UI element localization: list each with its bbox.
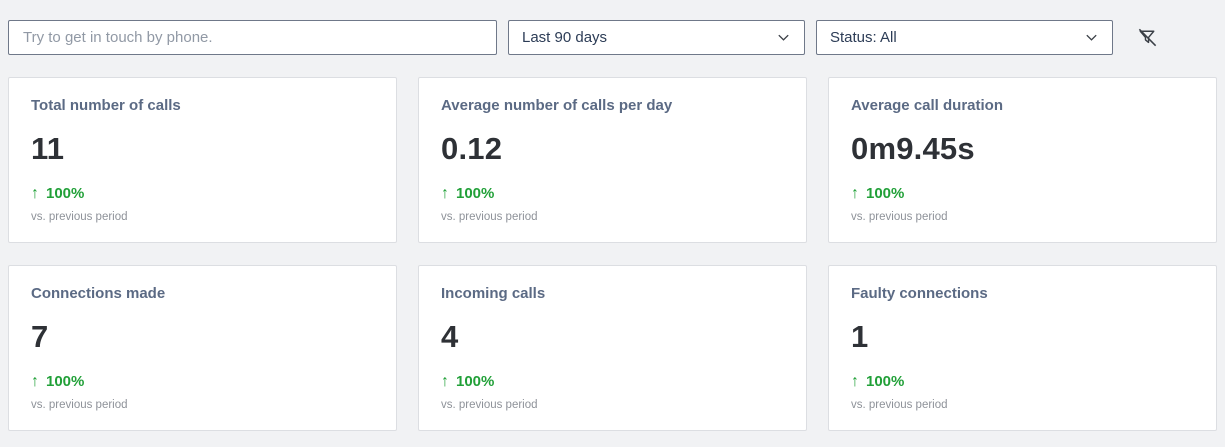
stat-card-total-calls: Total number of calls 11 ↑ 100% vs. prev… <box>8 77 397 243</box>
card-title: Incoming calls <box>441 285 546 302</box>
card-trend: ↑ 100% <box>31 373 374 391</box>
card-trend: ↑ 100% <box>31 185 374 203</box>
trend-change: 100% <box>456 185 495 202</box>
card-trend: ↑ 100% <box>851 373 1194 391</box>
card-trend: ↑ 100% <box>441 373 784 391</box>
stat-card-connections-made: Connections made 7 ↑ 100% vs. previous p… <box>8 265 397 431</box>
card-value: 0.12 <box>441 131 503 166</box>
card-title: Connections made <box>31 285 166 302</box>
stat-card-avg-calls-per-day: Average number of calls per day 0.12 ↑ 1… <box>418 77 807 243</box>
compare-label: vs. previous period <box>31 399 128 411</box>
period-dropdown-value: Last 90 days <box>522 29 608 46</box>
compare-label: vs. previous period <box>441 399 538 411</box>
card-value: 7 <box>31 319 49 354</box>
card-value: 4 <box>441 319 459 354</box>
trend-up-icon: ↑ <box>851 373 859 390</box>
clear-filters-button[interactable] <box>1130 21 1164 55</box>
card-title: Average call duration <box>851 97 1003 114</box>
trend-up-icon: ↑ <box>851 185 859 202</box>
trend-change: 100% <box>456 373 495 390</box>
trend-up-icon: ↑ <box>441 373 449 390</box>
compare-label: vs. previous period <box>31 211 128 223</box>
card-value: 0m9.45s <box>851 131 975 166</box>
card-value: 11 <box>31 131 65 166</box>
filter-off-icon <box>1136 26 1159 49</box>
card-title: Average number of calls per day <box>441 97 673 114</box>
chevron-down-icon <box>776 30 791 45</box>
trend-up-icon: ↑ <box>31 185 39 202</box>
compare-label: vs. previous period <box>851 211 948 223</box>
card-value: 1 <box>851 319 869 354</box>
stat-card-incoming-calls: Incoming calls 4 ↑ 100% vs. previous per… <box>418 265 807 431</box>
chevron-down-icon <box>1084 30 1099 45</box>
card-title: Total number of calls <box>31 97 181 114</box>
status-dropdown-value: Status: All <box>830 29 897 46</box>
stat-card-faulty-connections: Faulty connections 1 ↑ 100% vs. previous… <box>828 265 1217 431</box>
card-trend: ↑ 100% <box>441 185 784 203</box>
compare-label: vs. previous period <box>441 211 538 223</box>
trend-change: 100% <box>866 185 905 202</box>
status-dropdown[interactable]: Status: All <box>816 20 1113 55</box>
stats-card-grid: Total number of calls 11 ↑ 100% vs. prev… <box>0 55 1225 431</box>
stat-card-avg-call-duration: Average call duration 0m9.45s ↑ 100% vs.… <box>828 77 1217 243</box>
period-dropdown[interactable]: Last 90 days <box>508 20 805 55</box>
trend-up-icon: ↑ <box>31 373 39 390</box>
card-title: Faulty connections <box>851 285 988 302</box>
trend-up-icon: ↑ <box>441 185 449 202</box>
trend-change: 100% <box>46 185 85 202</box>
trend-change: 100% <box>46 373 85 390</box>
search-input[interactable] <box>8 20 497 55</box>
filter-bar: Last 90 days Status: All <box>0 0 1225 55</box>
card-trend: ↑ 100% <box>851 185 1194 203</box>
compare-label: vs. previous period <box>851 399 948 411</box>
trend-change: 100% <box>866 373 905 390</box>
